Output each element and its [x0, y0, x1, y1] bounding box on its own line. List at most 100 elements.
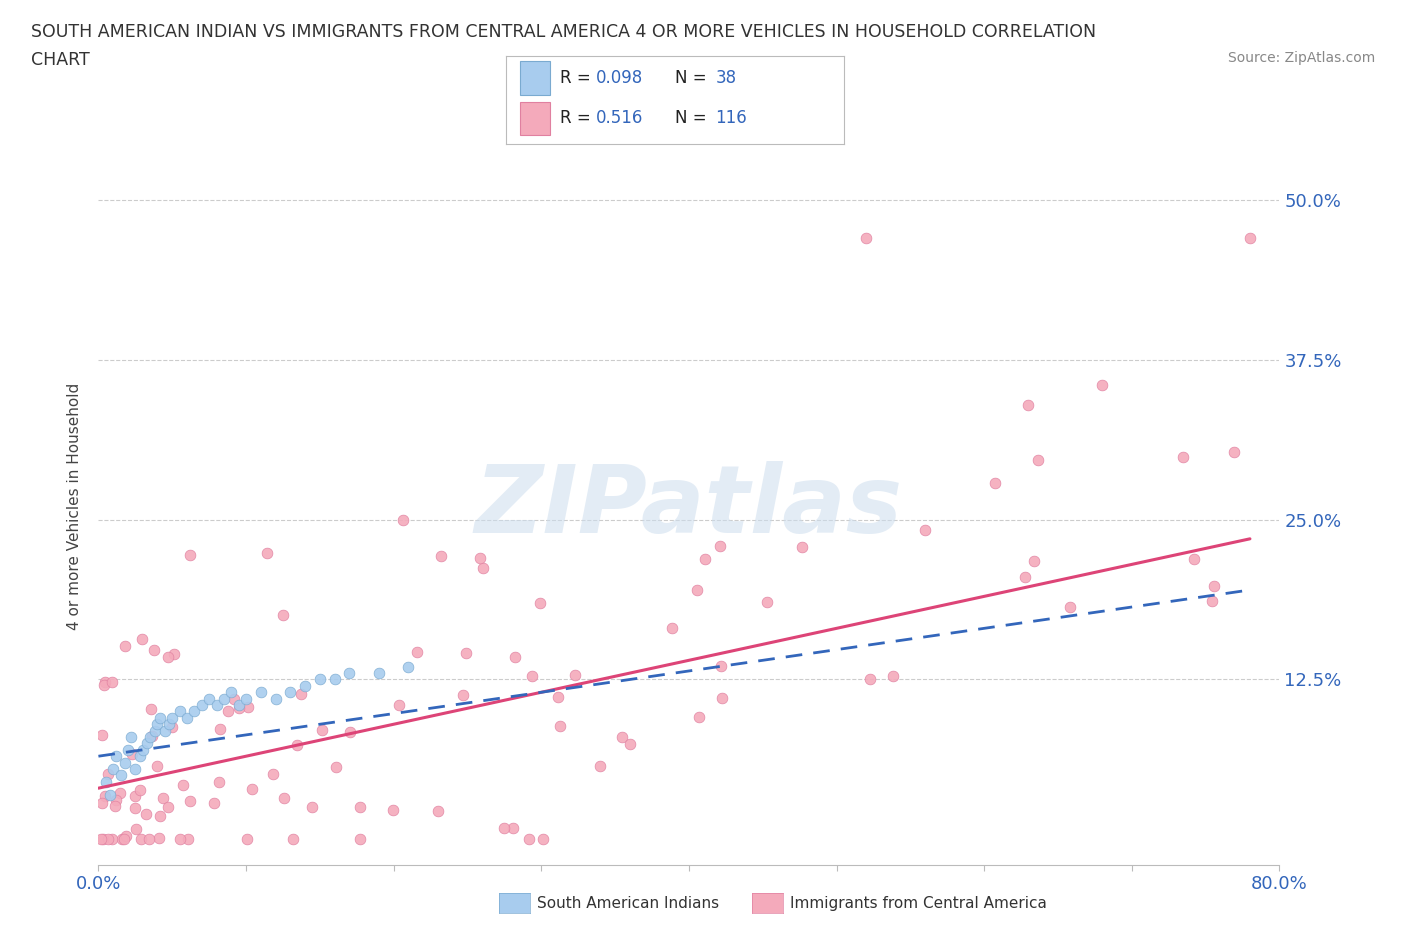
Point	[105, 749, 128, 764]
Point	[882, 669, 904, 684]
Text: Source: ZipAtlas.com: Source: ZipAtlas.com	[1227, 51, 1375, 65]
Point	[90, 832, 112, 847]
Point	[264, 691, 287, 706]
Point	[112, 832, 135, 847]
Point	[172, 777, 194, 792]
Point	[610, 729, 633, 744]
Point	[529, 596, 551, 611]
Point	[688, 710, 710, 724]
Point	[143, 724, 166, 738]
Point	[91, 832, 114, 847]
Bar	[520, 101, 550, 136]
Point	[205, 698, 228, 712]
Point	[141, 702, 163, 717]
Point	[1222, 445, 1244, 459]
Point	[756, 594, 779, 609]
Point	[146, 759, 169, 774]
Point	[262, 766, 284, 781]
Point	[686, 583, 709, 598]
Point	[547, 690, 569, 705]
Point	[103, 762, 125, 777]
Point	[157, 650, 180, 665]
Point	[115, 829, 138, 844]
Point	[564, 668, 586, 683]
Point	[152, 790, 174, 805]
Point	[311, 723, 333, 737]
Text: CHART: CHART	[31, 51, 90, 69]
Point	[132, 742, 155, 757]
Point	[135, 806, 157, 821]
Point	[522, 669, 544, 684]
Point	[281, 832, 304, 847]
Point	[162, 720, 184, 735]
Point	[468, 551, 491, 565]
Point	[280, 684, 302, 699]
Point	[492, 821, 515, 836]
Point	[183, 704, 205, 719]
Point	[149, 711, 172, 725]
Point	[1239, 231, 1261, 246]
Text: N =: N =	[675, 70, 711, 87]
Point	[163, 646, 186, 661]
Point	[114, 755, 136, 770]
Point	[94, 789, 117, 804]
Point	[349, 799, 371, 814]
Text: ZIPatlas: ZIPatlas	[475, 461, 903, 552]
Point	[914, 523, 936, 538]
Point	[388, 698, 411, 712]
Point	[212, 691, 235, 706]
Point	[309, 672, 332, 687]
Point	[120, 729, 142, 744]
Point	[93, 678, 115, 693]
Point	[790, 539, 813, 554]
Point	[111, 832, 134, 847]
Text: N =: N =	[675, 109, 711, 127]
Point	[349, 832, 371, 847]
Point	[236, 832, 259, 847]
Point	[202, 795, 225, 810]
Point	[124, 789, 146, 804]
Point	[1201, 593, 1223, 608]
Point	[101, 832, 124, 847]
Point	[125, 822, 148, 837]
Point	[235, 691, 257, 706]
Point	[619, 737, 641, 751]
Point	[138, 832, 160, 847]
Point	[131, 631, 153, 646]
Point	[240, 782, 263, 797]
Point	[114, 639, 136, 654]
Point	[94, 775, 117, 790]
Text: 0.098: 0.098	[596, 70, 643, 87]
Point	[139, 729, 162, 744]
Point	[273, 790, 295, 805]
Point	[124, 801, 146, 816]
Point	[228, 698, 250, 712]
Text: R =: R =	[560, 70, 596, 87]
Point	[661, 620, 683, 635]
Point	[97, 766, 120, 781]
Point	[1091, 378, 1114, 392]
Text: Immigrants from Central America: Immigrants from Central America	[790, 897, 1047, 911]
Point	[325, 760, 347, 775]
Point	[548, 718, 571, 733]
Point	[517, 832, 540, 847]
Point	[104, 799, 127, 814]
Bar	[520, 61, 550, 95]
Point	[710, 658, 733, 673]
Text: 0.516: 0.516	[596, 109, 643, 127]
Point	[392, 512, 415, 527]
Point	[250, 684, 273, 699]
Point	[1026, 452, 1049, 467]
Point	[589, 759, 612, 774]
Point	[228, 700, 250, 715]
Point	[1204, 578, 1226, 593]
Y-axis label: 4 or more Vehicles in Household: 4 or more Vehicles in Household	[67, 383, 83, 631]
Point	[710, 690, 733, 705]
Point	[531, 832, 554, 847]
Point	[117, 742, 139, 757]
Point	[339, 666, 361, 681]
Legend: 	[658, 72, 672, 85]
Point	[221, 684, 243, 699]
Text: 38: 38	[716, 70, 737, 87]
Point	[472, 561, 495, 576]
